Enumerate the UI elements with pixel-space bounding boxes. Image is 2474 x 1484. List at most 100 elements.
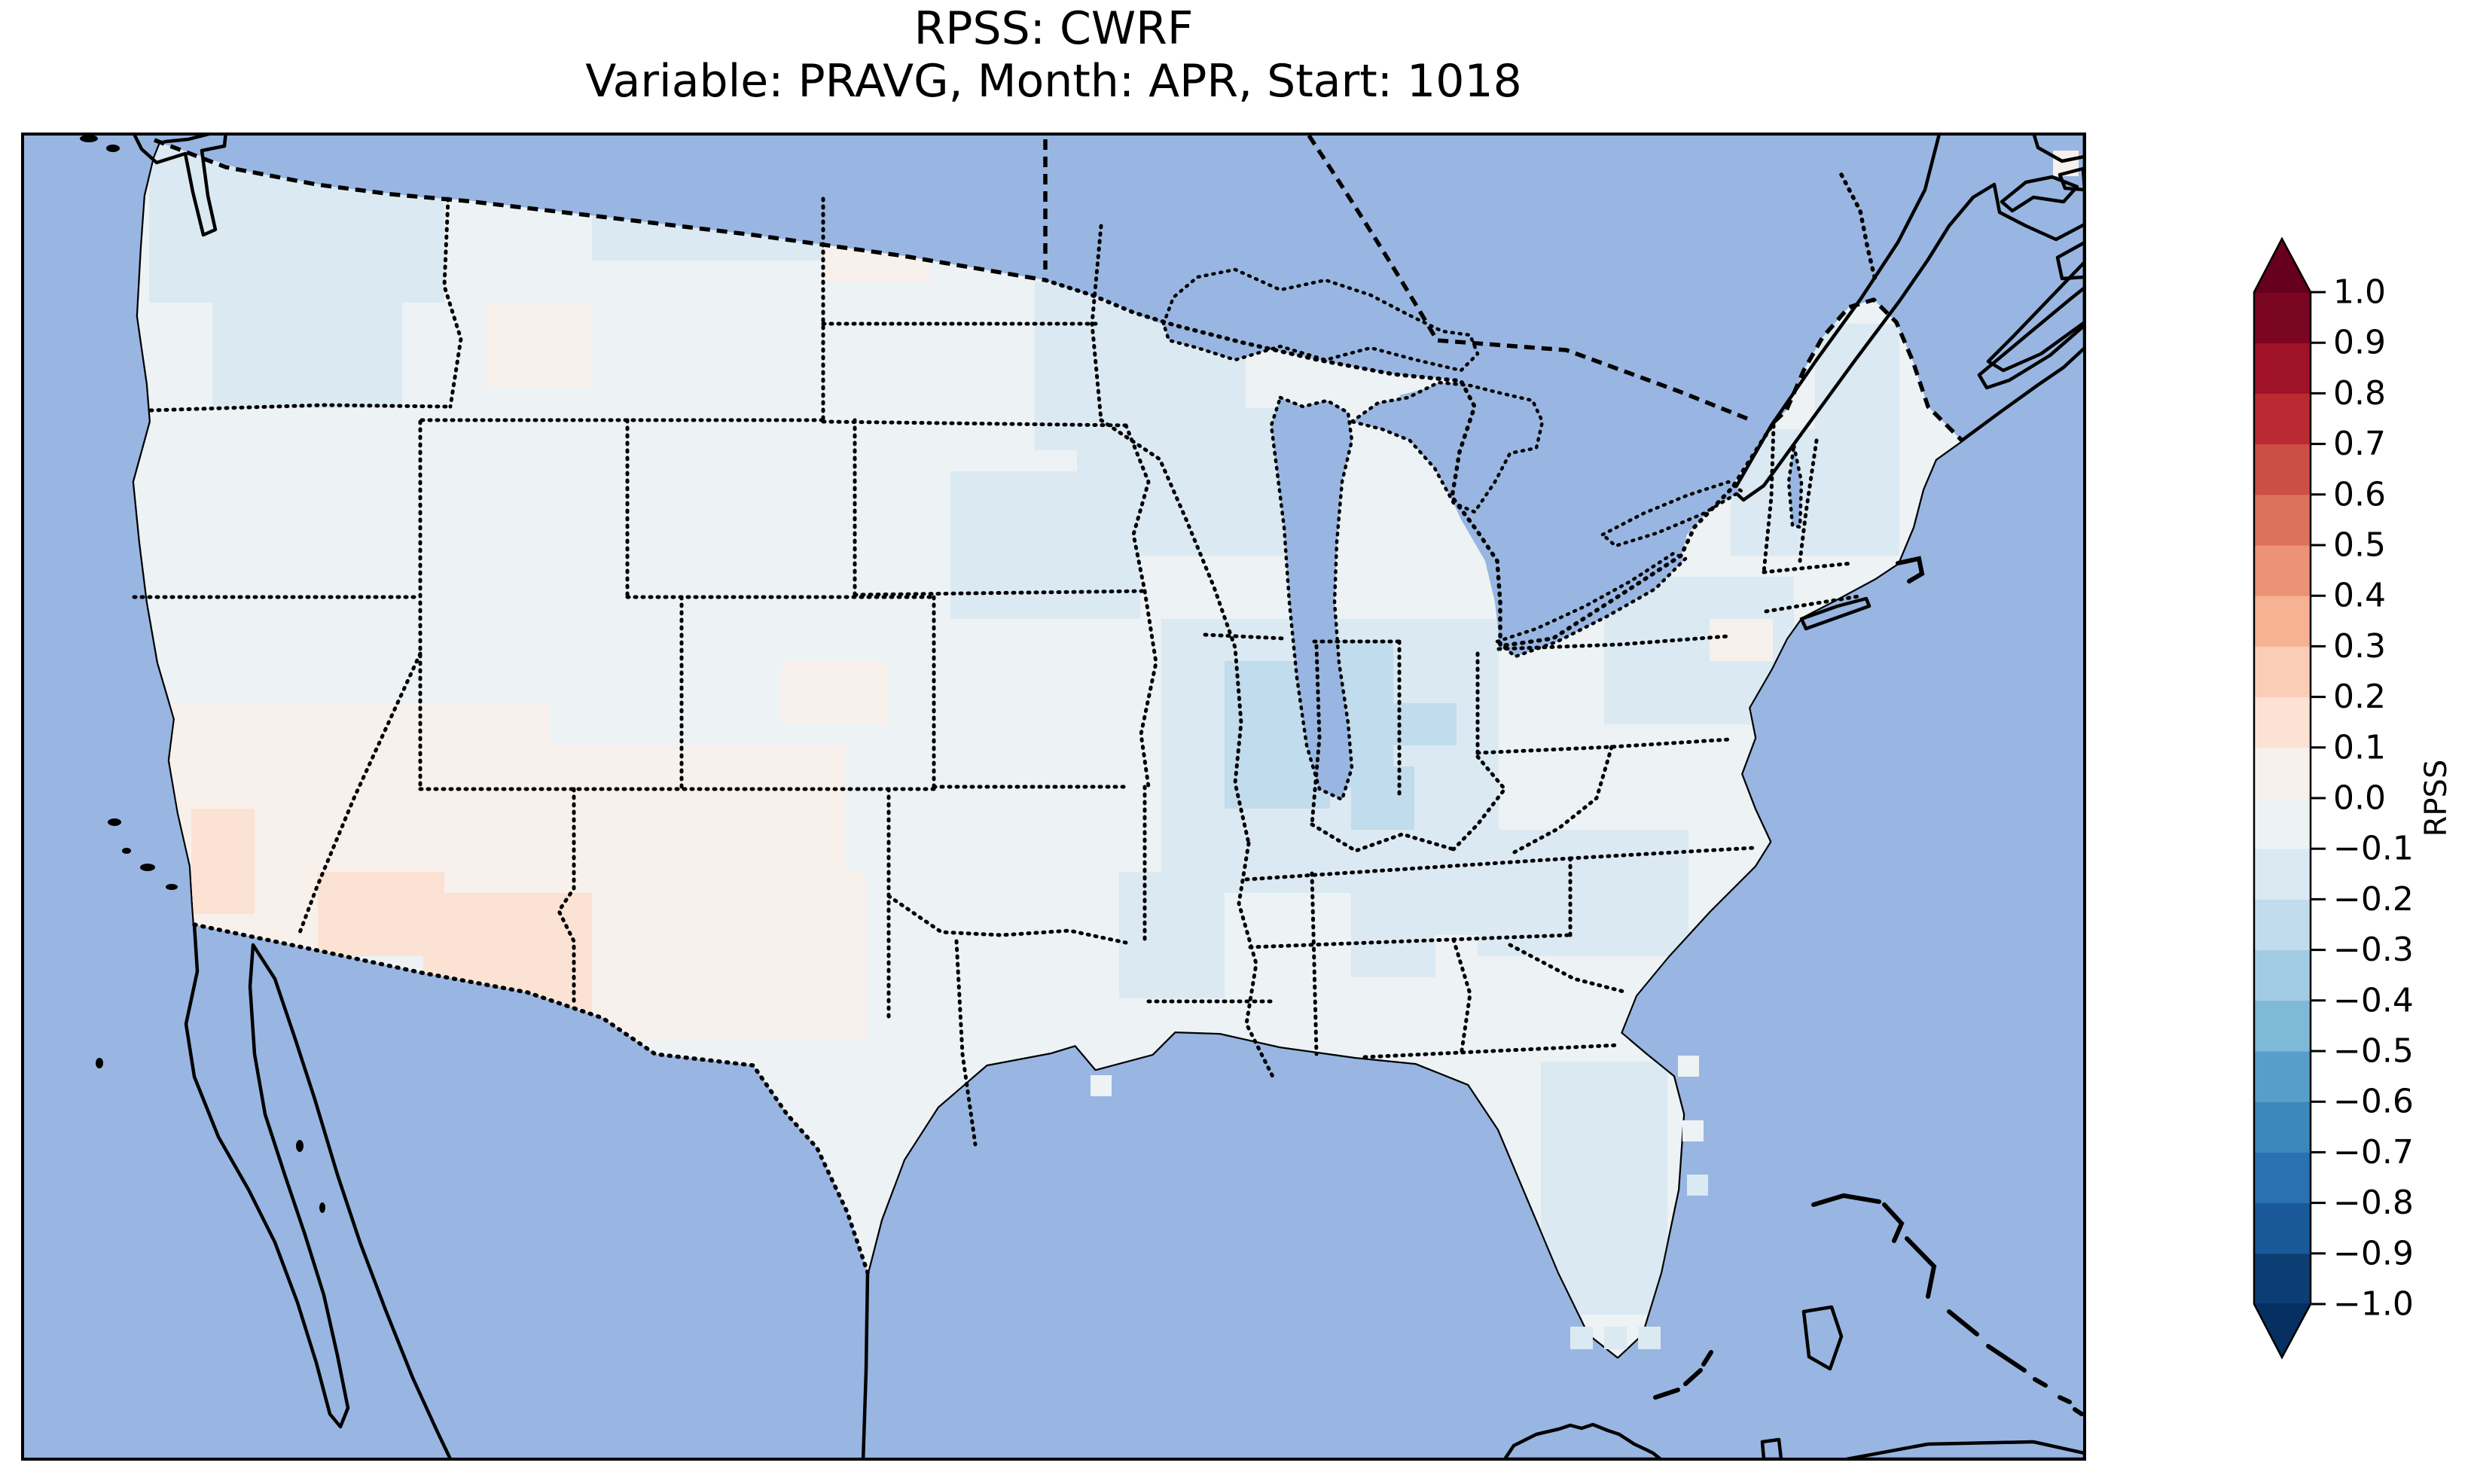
lake-huron — [1350, 380, 1545, 514]
rpss-cell — [1710, 619, 1773, 661]
nova-scotia — [1977, 285, 2085, 390]
colorbar-tick-label: 0.6 — [2333, 475, 2386, 513]
colorbar-tick-label: −0.8 — [2333, 1184, 2414, 1222]
lake-michigan — [1269, 395, 1354, 802]
colorbar-tick-label: 0.7 — [2333, 425, 2386, 463]
cat-island — [1947, 1309, 1979, 1336]
plot-title: RPSS: CWRF Variable: PRAVG, Month: APR, … — [585, 2, 1522, 108]
colorbar-segment — [2254, 797, 2311, 849]
colorbar: 1.0 0.9 0.8 0.7 0.6 0.5 0.4 0.3 0.2 0.1 0.0 −0.1 −0.… — [2253, 236, 2454, 1360]
state-border — [1139, 589, 1158, 789]
rpss-cell — [487, 303, 592, 387]
colorbar-segment — [2254, 392, 2311, 445]
colorbar-tick-label: −0.2 — [2333, 880, 2414, 919]
colorbar-tick-label: −0.4 — [2333, 981, 2414, 1019]
bay-of-fundy-water — [1986, 260, 2085, 373]
islands — [80, 134, 2085, 1459]
state-border — [954, 939, 978, 1147]
canada-small-lakes — [325, 140, 1988, 352]
vancouver-islet — [106, 145, 120, 152]
state-border — [1451, 937, 1472, 1058]
colorbar-segment — [2254, 645, 2311, 698]
colorbar-axis-label: RPSS — [2419, 760, 2454, 837]
state-border — [1124, 423, 1151, 593]
colorbar-extend-over-arrow — [2254, 239, 2311, 293]
small-lake — [1565, 244, 1583, 256]
state-border — [821, 419, 1128, 428]
us-canada-border-west — [154, 138, 1046, 282]
long-island — [1799, 596, 1872, 631]
state-border — [1762, 561, 1855, 574]
channel-island — [122, 848, 131, 854]
rpss-cell — [571, 872, 866, 1041]
rpss-cell — [1478, 830, 1688, 956]
state-border — [1451, 754, 1507, 852]
colorbar-segment — [2254, 443, 2311, 495]
colorbar-tick-label: 0.5 — [2333, 526, 2386, 565]
state-border — [1248, 933, 1570, 949]
colorbar-segment — [2254, 949, 2311, 1001]
rpss-cell — [1091, 1075, 1112, 1096]
state-borders — [132, 197, 1861, 1147]
colorbar-tick-label: −0.3 — [2333, 931, 2414, 969]
bahama-islet — [1760, 1437, 1783, 1459]
title-line-1: RPSS: CWRF — [914, 2, 1194, 55]
small-lake — [1123, 236, 1144, 249]
rpss-cell — [1678, 1056, 1699, 1077]
state-border — [1508, 745, 1614, 857]
rpss-cell — [212, 282, 402, 408]
state-border — [1203, 632, 1286, 641]
bahamas-dashes — [2033, 1377, 2084, 1416]
colorbar-segment — [2254, 1050, 2311, 1102]
colorbar-tick-label: −0.9 — [2333, 1234, 2414, 1272]
colorbar-ticks: 1.0 0.9 0.8 0.7 0.6 0.5 0.4 0.3 0.2 0.1 0.0 −0.1 −0.… — [2311, 273, 2414, 1324]
rpss-cell — [1687, 1175, 1708, 1196]
state-border — [1237, 841, 1275, 1079]
puget-sound-water — [132, 134, 227, 237]
small-lake — [1732, 140, 1762, 155]
colorbar-tick-label: 0.2 — [2333, 678, 2386, 716]
colorbar-tick-label: 0.4 — [2333, 577, 2386, 615]
colorbar-tick-label: −0.1 — [2333, 830, 2414, 868]
rpss-cell — [1638, 1327, 1661, 1349]
small-lake — [1095, 170, 1134, 188]
long-island-bahamas — [1986, 1344, 2027, 1373]
us-mexico-border — [192, 922, 870, 1275]
state-border — [1310, 822, 1456, 853]
colorbar-segment — [2254, 1101, 2311, 1153]
rpss-cell — [887, 830, 1119, 1041]
rpss-cell — [1351, 766, 1414, 830]
rpss-cell — [782, 661, 887, 724]
andros-island — [1801, 1305, 1844, 1371]
state-border — [1244, 856, 1573, 882]
state-border — [1568, 846, 1757, 861]
colorbar-tick-label: 0.9 — [2333, 324, 2386, 362]
colorbar-segment — [2254, 1151, 2311, 1204]
water-overlays — [132, 134, 2085, 502]
state-border — [1362, 1043, 1621, 1059]
small-lake — [325, 150, 349, 163]
st-lawrence-and-gulf-water — [1731, 134, 2085, 502]
small-lake — [1042, 163, 1075, 187]
colorbar-tick-label: −1.0 — [2333, 1285, 2414, 1324]
colorbar-tick-label: 0.1 — [2333, 728, 2386, 766]
small-lake — [1973, 343, 1988, 352]
rpss-cell — [1393, 703, 1457, 745]
title-line-2: Variable: PRAVG, Month: APR, Start: 1018 — [585, 55, 1522, 108]
state-border — [557, 787, 576, 1004]
channel-island — [166, 884, 178, 890]
channel-island — [140, 864, 155, 871]
colorbar-extend-under-arrow — [2254, 1303, 2311, 1358]
state-border — [1762, 423, 1776, 574]
state-border — [1310, 871, 1319, 1056]
cuba — [1502, 1422, 1663, 1459]
abaco-island — [1882, 1202, 1905, 1243]
small-lake — [1016, 143, 1030, 211]
guadalupe-island — [96, 1058, 103, 1068]
colorbar-tick-label: 0.0 — [2333, 779, 2386, 818]
state-border — [886, 894, 1128, 945]
colorbar-segment — [2254, 1000, 2311, 1052]
gulf-islet — [2058, 166, 2085, 192]
rpss-cell — [1583, 1167, 1625, 1209]
colorbar-segment — [2254, 1253, 2311, 1305]
